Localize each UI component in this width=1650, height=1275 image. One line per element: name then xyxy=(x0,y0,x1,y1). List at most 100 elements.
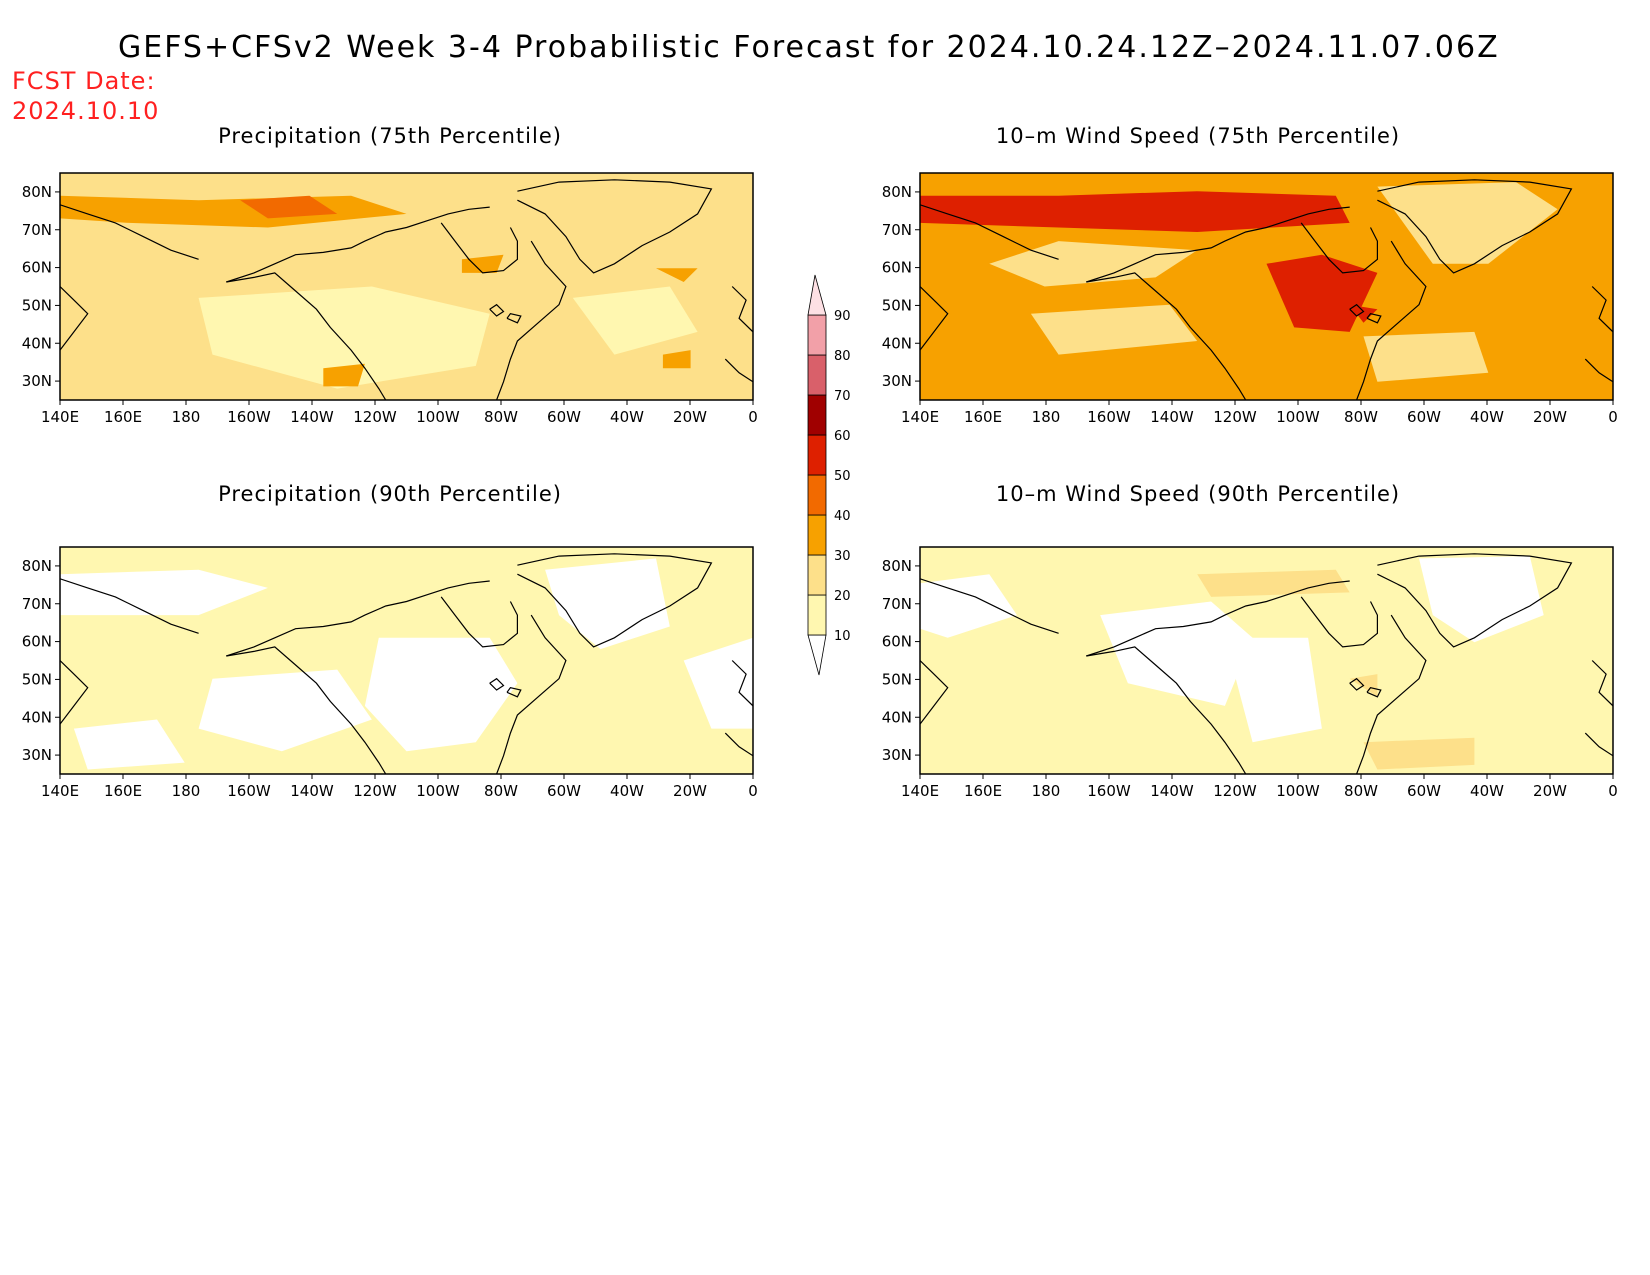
coastline xyxy=(496,614,567,774)
lon-tick-label: 140E xyxy=(41,408,79,426)
lon-tick-label: 160W xyxy=(1087,408,1131,426)
coastline xyxy=(60,578,199,634)
coastline xyxy=(1300,222,1378,274)
probability-region xyxy=(1419,556,1544,643)
lat-tick-label: 60N xyxy=(22,259,52,277)
colorbar-tick-label: 20 xyxy=(834,589,851,604)
map-panel-2: 80N 70N 60N 50N 40N 30N 140E 160E 180 160W 140W 120… xyxy=(882,172,1618,426)
lat-tick-label: 80N xyxy=(22,557,52,575)
coastline xyxy=(920,204,1059,260)
lat-tick-label: 50N xyxy=(22,670,52,688)
lon-tick-label: 60W xyxy=(1407,408,1441,426)
lat-tick-label: 40N xyxy=(882,708,912,726)
colorbar-tick-label: 70 xyxy=(834,389,851,404)
probability-region xyxy=(683,637,753,729)
lon-tick-label: 60W xyxy=(1407,782,1441,800)
colorbar-segment xyxy=(807,354,827,396)
lon-tick-label: 160E xyxy=(964,782,1002,800)
probability-region xyxy=(989,241,1198,287)
lon-tick-label: 140W xyxy=(1150,782,1194,800)
coastline xyxy=(1086,580,1350,657)
coastline xyxy=(920,660,949,725)
probability-region xyxy=(461,254,504,273)
lon-tick-label: 0 xyxy=(1608,408,1618,426)
probability-region xyxy=(323,363,365,387)
probability-region xyxy=(1100,601,1253,706)
lon-tick-label: 120W xyxy=(353,782,397,800)
coastline xyxy=(731,660,753,707)
lon-tick-label: 140E xyxy=(41,782,79,800)
lon-tick-label: 140E xyxy=(901,782,939,800)
lat-tick-label: 50N xyxy=(882,670,912,688)
lat-tick-label: 30N xyxy=(882,372,912,390)
colorbar-tick-label: 60 xyxy=(834,429,851,444)
lat-tick-label: 40N xyxy=(22,708,52,726)
coastline xyxy=(1086,206,1350,283)
coastline xyxy=(1584,358,1613,383)
colorbar-segment xyxy=(807,274,827,316)
coastline xyxy=(489,677,505,691)
coastline xyxy=(226,580,490,657)
colorbar-segment xyxy=(807,554,827,596)
lat-tick-label: 70N xyxy=(882,221,912,239)
colorbar-segment xyxy=(807,594,827,636)
lon-tick-label: 160E xyxy=(964,408,1002,426)
probability-region xyxy=(920,191,1350,232)
lon-tick-label: 40W xyxy=(610,408,644,426)
probability-region xyxy=(1377,182,1558,264)
lon-tick-label: 160W xyxy=(1087,782,1131,800)
lon-tick-label: 0 xyxy=(748,782,758,800)
lat-tick-label: 80N xyxy=(882,183,912,201)
lat-tick-label: 60N xyxy=(882,633,912,651)
lon-tick-label: 20W xyxy=(673,782,707,800)
lat-tick-label: 30N xyxy=(22,746,52,764)
coastline xyxy=(440,596,518,648)
coastline xyxy=(724,358,753,383)
colorbar-segment xyxy=(807,314,827,356)
lon-tick-label: 140E xyxy=(901,408,939,426)
probability-region xyxy=(73,719,185,770)
map-frame xyxy=(919,172,1614,401)
lat-tick-label: 40N xyxy=(22,334,52,352)
probability-region xyxy=(198,286,490,389)
map-frame xyxy=(59,546,754,775)
coastline xyxy=(1356,614,1427,774)
lon-tick-label: 80W xyxy=(1344,782,1378,800)
lon-tick-label: 160E xyxy=(104,408,142,426)
lon-tick-label: 100W xyxy=(1276,408,1320,426)
coastline xyxy=(1366,687,1382,698)
coastline xyxy=(724,732,753,757)
lon-tick-label: 140W xyxy=(1150,408,1194,426)
coastline xyxy=(226,206,490,283)
lat-tick-label: 60N xyxy=(882,259,912,277)
colorbar-tick-label: 30 xyxy=(834,549,851,564)
lat-tick-label: 40N xyxy=(882,334,912,352)
lon-tick-label: 180 xyxy=(1032,408,1061,426)
probability-region xyxy=(572,286,698,355)
coastline xyxy=(1300,596,1378,648)
probability-region xyxy=(1363,737,1475,770)
lon-tick-label: 80W xyxy=(484,408,518,426)
coastline xyxy=(1086,646,1247,774)
lon-tick-label: 160W xyxy=(227,782,271,800)
coastline xyxy=(489,303,505,317)
probability-region xyxy=(240,195,338,219)
colorbar-tick-label: 10 xyxy=(834,629,851,644)
coastline xyxy=(506,313,522,324)
coastline xyxy=(440,222,518,274)
lat-tick-label: 50N xyxy=(882,296,912,314)
coastline xyxy=(920,286,949,351)
lon-tick-label: 40W xyxy=(1470,408,1504,426)
coastline xyxy=(1584,732,1613,757)
colorbar-segment xyxy=(807,474,827,516)
colorbar-segment xyxy=(807,634,827,676)
lat-tick-label: 70N xyxy=(22,595,52,613)
coastline xyxy=(731,286,753,333)
lon-tick-label: 140W xyxy=(290,782,334,800)
probability-region xyxy=(1349,304,1378,323)
coastline xyxy=(920,578,1059,634)
lat-tick-label: 80N xyxy=(882,557,912,575)
lon-tick-label: 20W xyxy=(1533,782,1567,800)
lon-tick-label: 140W xyxy=(290,408,334,426)
map-frame xyxy=(919,546,1614,775)
